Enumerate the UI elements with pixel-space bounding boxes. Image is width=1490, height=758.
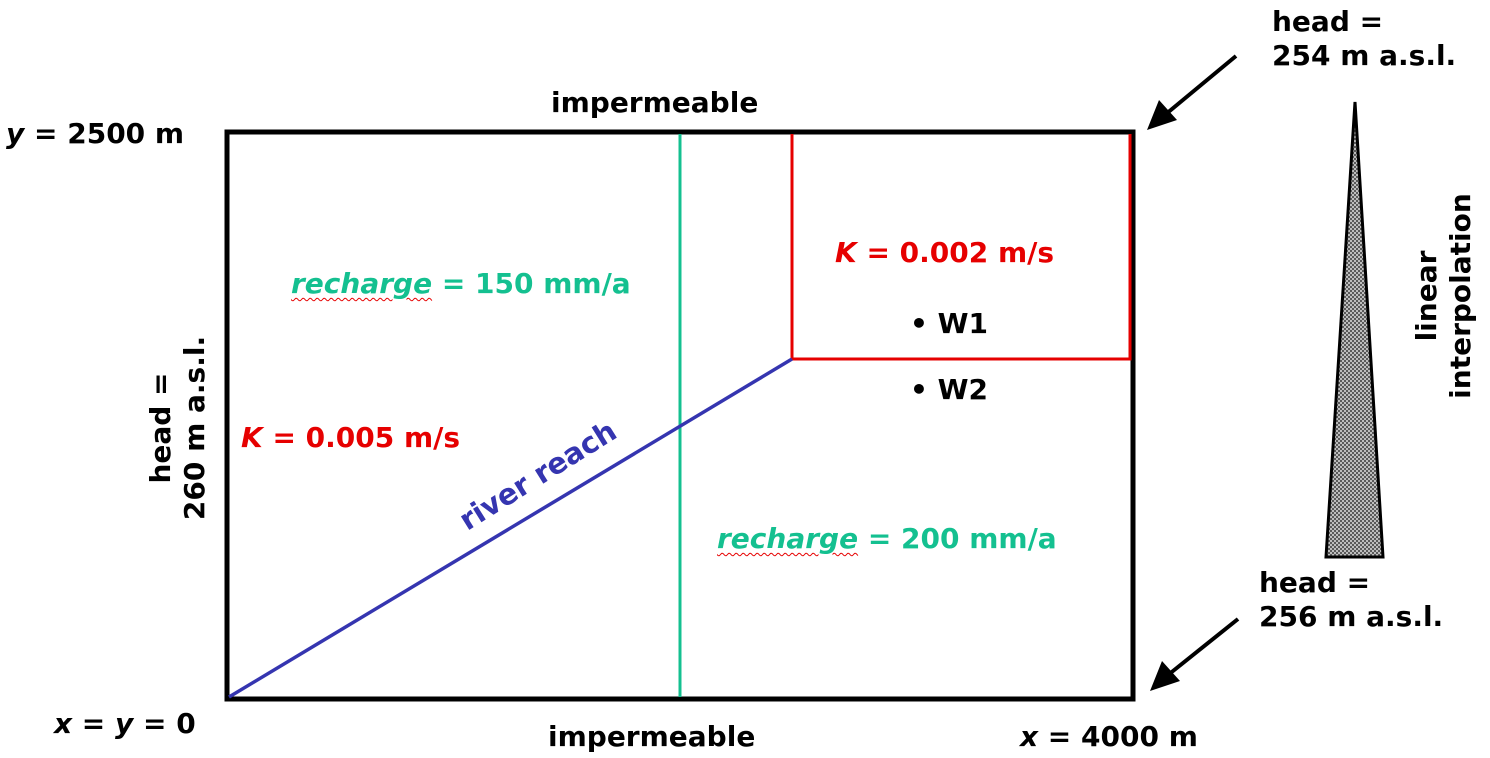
x-max-label: x = 4000 m	[1020, 720, 1198, 754]
origin-y-var: y	[115, 707, 134, 740]
recharge-left-word: recharge	[291, 267, 433, 300]
well-w2-name: W2	[937, 373, 989, 406]
well-w2-bullet: •	[910, 373, 928, 406]
bottom-right-head-label: head = 256 m a.s.l.	[1259, 566, 1443, 633]
bottom-boundary-label: impermeable	[548, 720, 756, 753]
k-main-var: K	[241, 421, 263, 454]
origin-x-var: x	[54, 707, 73, 740]
origin-label: x = y = 0	[54, 707, 196, 741]
left-head-line1: head =	[144, 372, 177, 484]
well-w2: • W2	[910, 373, 988, 407]
top-right-head-line1: head =	[1272, 5, 1384, 38]
top-right-head-label: head = 254 m a.s.l.	[1272, 5, 1456, 72]
y-max-label: y = 2500 m	[6, 117, 184, 151]
river-reach-line	[228, 357, 793, 699]
recharge-left-label: recharge = 150 mm/a	[291, 267, 631, 301]
origin-eq: =	[72, 707, 116, 740]
y-var: y	[6, 117, 25, 150]
interpolation-line1: linear	[1410, 250, 1443, 342]
y-max-value: = 2500 m	[24, 117, 185, 150]
interpolation-line2: interpolation	[1443, 193, 1477, 399]
well-w1-bullet: •	[910, 307, 928, 340]
interpolation-wedge	[1324, 101, 1385, 559]
arrow-bottom-right	[1150, 617, 1240, 691]
bottom-right-head-line1: head =	[1259, 566, 1371, 599]
origin-value: = 0	[133, 707, 196, 740]
well-w1-name: W1	[937, 307, 989, 340]
top-boundary-label: impermeable	[551, 86, 759, 119]
left-head-line2: 260 m a.s.l.	[177, 335, 211, 521]
k-inset-label: K = 0.002 m/s	[835, 236, 1054, 270]
k-main-label: K = 0.005 m/s	[241, 421, 460, 455]
arrow-top-right	[1147, 54, 1238, 130]
left-head-label: head = 260 m a.s.l.	[144, 318, 224, 538]
recharge-right-label: recharge = 200 mm/a	[717, 522, 1057, 556]
well-w1: • W1	[910, 307, 988, 341]
k-main-value: = 0.005 m/s	[262, 421, 461, 454]
recharge-right-word: recharge	[717, 522, 859, 555]
interpolation-label: linear interpolation	[1410, 176, 1490, 416]
model-domain-box	[224, 129, 1136, 702]
x-var: x	[1020, 720, 1039, 753]
top-right-head-line2: 254 m a.s.l.	[1272, 38, 1457, 72]
k-inset-var: K	[835, 236, 857, 269]
x-max-value: = 4000 m	[1038, 720, 1198, 753]
k-inset-value: = 0.002 m/s	[856, 236, 1055, 269]
recharge-left-value: = 150 mm/a	[432, 267, 631, 300]
bottom-right-head-line2: 256 m a.s.l.	[1259, 599, 1444, 633]
conductivity-zone-boundary	[790, 134, 1132, 361]
recharge-right-value: = 200 mm/a	[858, 522, 1057, 555]
